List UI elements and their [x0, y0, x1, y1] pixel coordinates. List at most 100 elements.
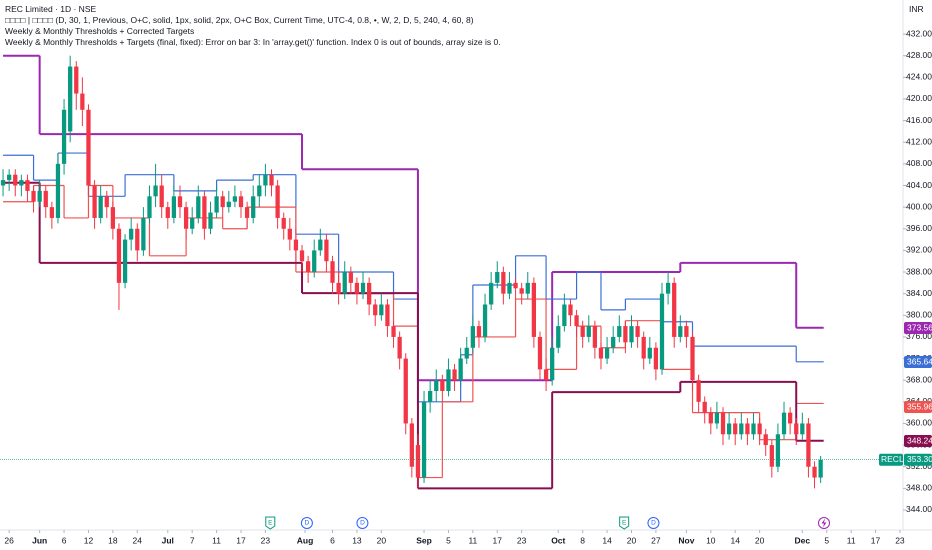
x-tick-label: 26 [4, 535, 14, 545]
candle-body [446, 369, 451, 392]
indicator-params: □□□□ | □□□□ (D, 30, 1, Previous, O+C, so… [5, 15, 474, 25]
x-tick-label: 23 [261, 535, 271, 545]
candle-body [415, 445, 421, 478]
candle-body [580, 326, 585, 337]
candle-body [37, 190, 42, 202]
x-tick-label: 17 [871, 535, 881, 545]
candle-body [165, 207, 170, 218]
candle-body [299, 250, 305, 262]
candle-body [86, 109, 91, 186]
x-tick-label: 11 [847, 535, 856, 545]
candle-body [696, 380, 701, 402]
y-tick-label: 404.00 [906, 180, 932, 190]
candle-body [733, 423, 738, 435]
x-tick-label: Dec [795, 535, 811, 545]
candle-body [769, 445, 774, 467]
candle-body [55, 163, 61, 218]
candle-body [366, 282, 372, 305]
price-tag-box [904, 322, 932, 334]
candle-body [421, 401, 427, 478]
price-tag-box [904, 401, 932, 413]
candle-body [629, 326, 634, 343]
candle-body [19, 180, 24, 186]
candle-body [214, 196, 219, 213]
candle-body [305, 261, 311, 273]
candle-body [348, 272, 353, 283]
x-tick-label: 13 [352, 535, 362, 545]
event-marker [265, 516, 276, 530]
candle-body [757, 423, 762, 435]
candle-body [141, 217, 146, 251]
event-label: E [622, 520, 627, 527]
y-tick-label: 396.00 [906, 223, 932, 233]
candle-body [159, 185, 164, 208]
candle-body [690, 336, 695, 381]
candle-body [787, 412, 793, 424]
candle-body [720, 412, 726, 435]
candle-body [147, 196, 152, 218]
candle-body [550, 347, 555, 381]
y-tick-label: 376.00 [906, 331, 932, 341]
price-tag-box [904, 356, 932, 368]
candle-body [452, 369, 457, 381]
y-tick-label: 344.00 [906, 504, 932, 514]
candle-body [684, 326, 689, 337]
candle-body [598, 347, 604, 359]
candle-body [190, 217, 195, 229]
x-tick-label: 14 [730, 535, 740, 545]
candle-body [7, 174, 12, 181]
candle-body [104, 196, 109, 208]
candle-body [611, 336, 616, 348]
x-tick-label: 6 [330, 535, 335, 545]
event-marker [356, 517, 369, 529]
last-price-label: 353.30 [907, 454, 932, 464]
indicator-name: Weekly & Monthly Thresholds + Corrected … [5, 26, 194, 36]
candle-body [726, 423, 732, 435]
candle-body [659, 293, 665, 370]
y-tick-label: 412.00 [906, 136, 932, 146]
candle-body [287, 228, 292, 240]
candle-body [293, 239, 299, 251]
price-tag: 373.56 [907, 322, 932, 332]
candle-body [153, 185, 158, 197]
symbol-tag: RECLTD [881, 454, 914, 464]
candle-body [360, 282, 366, 294]
candle-body [586, 326, 591, 337]
x-tick-label: Oct [551, 535, 565, 545]
candle-body [116, 228, 122, 283]
candle-body [263, 174, 268, 186]
event-label: D [360, 520, 365, 527]
event-marker [300, 517, 313, 529]
last-price-box [904, 453, 932, 466]
y-tick-label: 368.00 [906, 374, 932, 384]
y-tick-label: 432.00 [906, 28, 932, 38]
candle-body [68, 66, 73, 132]
candle-body [818, 459, 823, 478]
x-tick-label: 24 [133, 535, 143, 545]
candle-body [373, 304, 378, 316]
candle-body [324, 239, 329, 262]
y-tick-label: 348.00 [906, 483, 932, 493]
event-marker [647, 517, 660, 529]
candle-body [562, 304, 567, 327]
x-tick-label: Jul [162, 535, 174, 545]
x-tick-label: 6 [62, 535, 67, 545]
x-tick-label: Aug [297, 535, 314, 545]
candle-body [80, 93, 85, 110]
candle-body [482, 304, 488, 337]
candle-body [208, 212, 213, 229]
candle-body [318, 239, 323, 251]
candle-body [43, 190, 48, 208]
candle-body [232, 196, 238, 202]
chart-title: REC Limited · 1D · NSE [5, 4, 96, 14]
candle-body [641, 336, 646, 359]
candle-body [257, 185, 262, 197]
y-tick-label: 424.00 [906, 72, 932, 82]
candle-body [135, 228, 140, 251]
candle-body [495, 272, 500, 283]
alert-icon[interactable] [818, 517, 830, 529]
event-marker [619, 516, 630, 530]
plot-area [0, 54, 903, 490]
candle-body [476, 326, 482, 337]
